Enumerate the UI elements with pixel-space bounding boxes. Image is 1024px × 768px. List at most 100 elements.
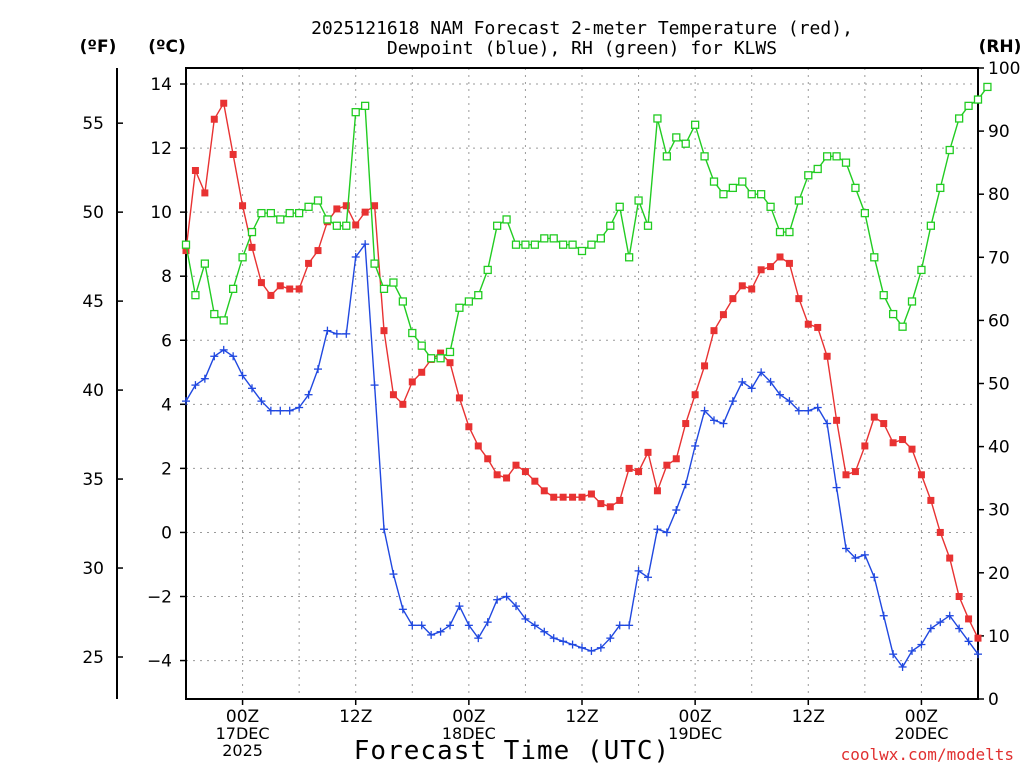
- data-point: [436, 627, 445, 636]
- data-point: [710, 327, 718, 335]
- data-point: [295, 403, 304, 412]
- data-point: [870, 413, 878, 421]
- data-point: [389, 278, 398, 287]
- data-point: [851, 554, 860, 563]
- data-point: [596, 234, 606, 243]
- data-point: [748, 285, 756, 293]
- series-2-meter-temperature: [182, 99, 982, 642]
- x-axis-title: Forecast Time (UTC): [354, 736, 670, 766]
- x-tick-label: 12Z: [792, 707, 825, 727]
- data-point: [371, 202, 379, 210]
- data-point: [446, 621, 454, 630]
- data-point: [323, 326, 332, 335]
- data-point: [682, 420, 690, 428]
- data-point: [964, 637, 973, 646]
- data-point: [719, 311, 727, 319]
- data-point: [634, 196, 643, 205]
- data-point: [474, 442, 482, 450]
- data-point: [305, 259, 313, 267]
- data-point: [464, 297, 474, 306]
- data-point: [266, 208, 276, 218]
- data-point: [785, 227, 794, 237]
- data-point: [229, 352, 238, 361]
- x-tick-label: 12Z: [565, 707, 598, 727]
- data-point: [521, 468, 529, 476]
- data-point: [455, 303, 464, 312]
- data-point: [380, 327, 388, 335]
- data-point: [559, 493, 567, 501]
- x-tick-label: 00Z: [452, 707, 485, 727]
- data-point: [625, 464, 633, 472]
- series-line: [185, 86, 988, 359]
- data-point: [954, 114, 964, 123]
- data-point: [578, 493, 586, 501]
- data-point: [804, 320, 812, 328]
- data-point: [426, 354, 436, 363]
- rh-tick-label: 50: [988, 375, 1010, 395]
- data-point: [286, 285, 294, 293]
- data-point: [191, 291, 200, 300]
- x-date-label: 19DEC: [668, 724, 722, 743]
- x-tick-label: 00Z: [679, 707, 712, 727]
- data-point: [794, 406, 803, 415]
- data-point: [936, 183, 945, 193]
- data-point: [361, 240, 370, 249]
- data-point: [200, 374, 209, 383]
- data-point: [927, 496, 935, 504]
- data-point: [681, 480, 690, 489]
- data-point: [813, 164, 822, 174]
- data-point: [653, 487, 661, 495]
- data-point: [955, 593, 963, 601]
- fahrenheit-tick-label: 30: [82, 559, 104, 579]
- data-point: [615, 202, 624, 211]
- celsius-tick-label: 8: [161, 267, 172, 287]
- data-point: [493, 471, 501, 479]
- celsius-tick-label: 10: [150, 203, 172, 223]
- data-point: [842, 471, 850, 479]
- data-point: [710, 416, 718, 425]
- rh-unit-label: (RH): [979, 37, 1022, 57]
- rh-tick-label: 100: [988, 59, 1020, 79]
- data-point: [512, 461, 520, 469]
- data-point: [973, 95, 983, 104]
- data-point: [540, 627, 549, 636]
- data-point: [898, 662, 907, 671]
- data-point: [295, 285, 303, 293]
- data-point: [512, 602, 520, 611]
- ticks-layer: −4 −2 0 2 4 6 8 10 12 14 25 30 35 40 45 50 55 0 10 20 30 40 50…: [82, 59, 1020, 710]
- data-point: [313, 196, 323, 205]
- data-point: [974, 634, 982, 642]
- data-point: [549, 234, 558, 243]
- data-point: [691, 441, 700, 450]
- data-point: [823, 352, 831, 360]
- data-point: [813, 403, 822, 412]
- data-point: [926, 624, 935, 633]
- fahrenheit-tick-label: 40: [82, 381, 104, 401]
- data-point: [634, 566, 643, 575]
- data-point: [464, 621, 473, 630]
- celsius-tick-label: 0: [161, 523, 172, 543]
- data-point: [530, 621, 539, 630]
- data-point: [738, 177, 747, 186]
- data-point: [776, 253, 784, 261]
- data-point: [672, 506, 681, 515]
- data-point: [436, 354, 445, 363]
- data-point: [672, 455, 680, 463]
- data-point: [342, 202, 350, 210]
- data-point: [427, 630, 436, 639]
- data-point: [898, 322, 907, 331]
- data-point: [804, 171, 813, 180]
- data-point: [323, 215, 332, 224]
- data-point: [861, 442, 869, 450]
- data-point: [342, 221, 351, 230]
- data-point: [455, 394, 463, 402]
- data-point: [908, 445, 916, 453]
- data-point: [974, 650, 982, 659]
- fahrenheit-tick-label: 45: [82, 292, 104, 312]
- series-rh: [181, 82, 992, 363]
- data-point: [201, 189, 209, 197]
- data-point: [210, 309, 219, 319]
- data-point: [889, 650, 898, 659]
- data-point: [842, 544, 850, 553]
- data-point: [822, 152, 832, 161]
